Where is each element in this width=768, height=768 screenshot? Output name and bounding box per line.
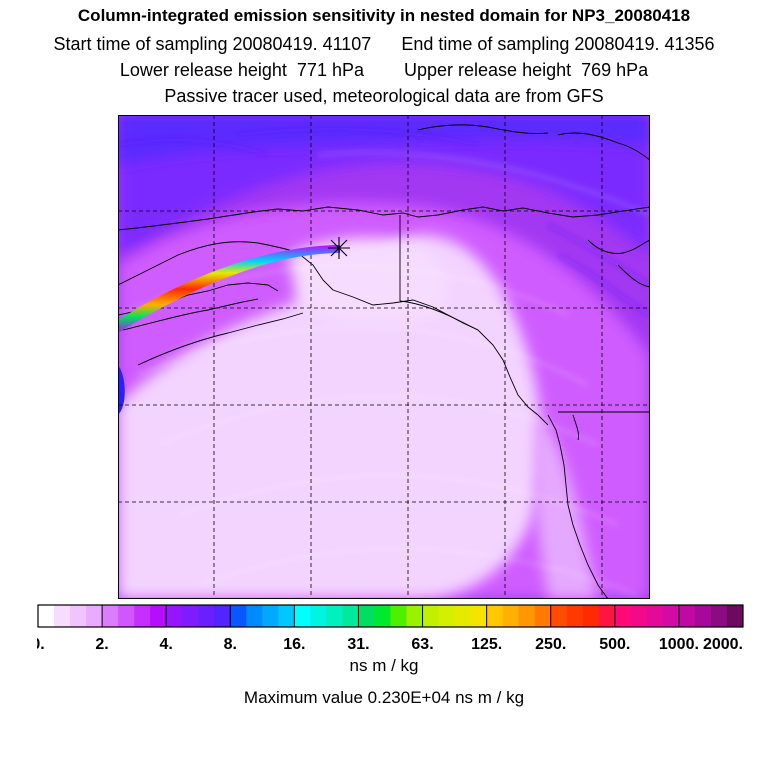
graticule: [118, 115, 650, 599]
field-north-edge: [118, 115, 650, 165]
colorbar-cell: [662, 605, 680, 627]
colorbar-cell: [38, 605, 55, 627]
colorbar-cell: [422, 605, 439, 627]
colorbar-tick-label: 31.: [347, 636, 369, 653]
field-low-pacific: [118, 234, 542, 599]
colorbar-cell: [726, 605, 744, 627]
colorbar-tick-label: 8.: [224, 636, 237, 653]
colorbar-cell: [278, 605, 295, 627]
release-heights: Lower release height 771 hPa Upper relea…: [0, 60, 768, 81]
tracer-info: Passive tracer used, meteorological data…: [164, 86, 604, 106]
colorbar-cell: [582, 605, 600, 627]
colorbar-cell: [614, 605, 632, 627]
colorbar-cell: [150, 605, 167, 627]
field-streaks: [118, 151, 650, 597]
sensitivity-map: [118, 115, 650, 599]
colorbar-tick-label: 16.: [283, 636, 305, 653]
colorbar-cell: [678, 605, 696, 627]
map-frame: [118, 115, 650, 599]
upper-release-height: Upper release height 769 hPa: [404, 60, 649, 80]
colorbar-cell: [454, 605, 471, 627]
colorbar-cell: [70, 605, 87, 627]
colorbar-cell: [102, 605, 119, 627]
colorbar-cell: [470, 605, 487, 627]
sampling-start: Start time of sampling 20080419. 41107: [53, 34, 372, 54]
colorbar-cell: [342, 605, 359, 627]
lower-release-height: Lower release height 771 hPa: [119, 60, 364, 80]
colorbar-cell: [54, 605, 71, 627]
colorbar-tick-label: 250.: [535, 636, 566, 653]
emission-plume: [118, 245, 340, 333]
colorbar-cell: [230, 605, 247, 627]
sampling-end: End time of sampling 20080419. 41356: [401, 34, 715, 54]
colorbar-tick-label: 2.: [95, 636, 108, 653]
colorbar-tick-label: 500.: [599, 636, 630, 653]
field-dark-streaks: [118, 127, 650, 317]
colorbar-cell: [486, 605, 503, 627]
colorbar-cell: [374, 605, 391, 627]
colorbar-cell: [294, 605, 311, 627]
colorbar-cell: [310, 605, 327, 627]
colorbar-tick-label: 1000.: [659, 636, 699, 653]
colorbar-cell: [326, 605, 343, 627]
colorbar-tick-label: 4.: [160, 636, 173, 653]
colorbar-cell: [438, 605, 455, 627]
colorbar-cell: [118, 605, 135, 627]
colorbar-tick-label: 0.: [37, 636, 45, 653]
field-low-east: [533, 415, 598, 599]
colorbar-cell: [550, 605, 568, 627]
colorbar: 0. 2. 4. 8. 16. 31. 63. 125. 250. 500. 1000.2000.: [37, 604, 744, 653]
plot-title: Column-integrated emission sensitivity i…: [77, 6, 691, 25]
colorbar-cell: [710, 605, 728, 627]
sampling-times: Start time of sampling 20080419. 41107 E…: [0, 34, 768, 55]
colorbar-cell: [182, 605, 199, 627]
colorbar-cell: [198, 605, 215, 627]
colorbar-tick-label: 125.: [471, 636, 502, 653]
colorbar-cell: [406, 605, 423, 627]
colorbar-cell: [214, 605, 231, 627]
colorbar-cell: [246, 605, 263, 627]
colorbar-cell: [390, 605, 407, 627]
colorbar-tick-label: 2000.: [703, 636, 743, 653]
colorbar-units: ns m / kg: [349, 656, 419, 675]
colorbar-cell: [86, 605, 103, 627]
release-site-marker: [328, 237, 350, 259]
maximum-value: Maximum value 0.230E+04 ns m / kg: [243, 688, 525, 707]
colorbar-cell: [358, 605, 375, 627]
colorbar-cell: [502, 605, 519, 627]
colorbar-tick-label: 63.: [411, 636, 433, 653]
colorbar-cell: [630, 605, 648, 627]
colorbar-cell: [694, 605, 712, 627]
colorbar-cell: [166, 605, 183, 627]
colorbar-cell: [262, 605, 279, 627]
colorbar-cell: [646, 605, 664, 627]
colorbar-cell: [598, 605, 616, 627]
field-west-edge: [118, 365, 125, 415]
colorbar-frame: [37, 604, 744, 628]
colorbar-cell: [518, 605, 536, 627]
colorbar-cell: [534, 605, 552, 627]
colorbar-cell: [134, 605, 151, 627]
colorbar-cell: [566, 605, 584, 627]
